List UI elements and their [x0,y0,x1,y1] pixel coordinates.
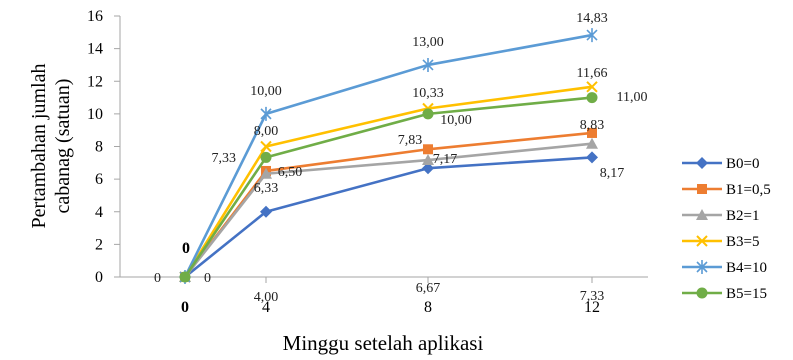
data-point-b1-0-5 [587,127,597,138]
data-point-b4-10 [260,106,272,121]
legend-marker [696,260,708,274]
data-point-b0-0 [422,162,434,175]
legend: B0=0 B1=0,5 B2=1 B3=5 B4=10 B5=15 [682,156,771,302]
legend-item-b4-10: B4=10 [682,260,767,276]
legend-item-b5-15: B5=15 [682,286,767,302]
x-tick-label: 12 [584,299,600,316]
y-axis-label-line: Pertambahan jumlah [28,64,50,229]
y-tick-label: 4 [95,204,103,221]
y-tick-label: 8 [95,139,103,156]
series-line-b3-5 [183,85,593,278]
data-label: 6,50 [278,165,303,180]
series-b0-0 [179,151,598,283]
data-labels: 0 4,00 6,67 7,33 0 6,50 7,83 8,83 6,33 7,17 8,17 8,… [154,11,647,305]
data-point-b5-15 [260,151,272,163]
series-line-b0-0 [184,156,593,279]
legend-label: B2=1 [726,208,759,224]
legend-marker [696,157,708,169]
data-label: 6,67 [416,281,441,296]
legend-label: B3=5 [726,234,759,250]
data-label: 10,00 [250,84,282,99]
series-b2-1 [179,137,598,282]
data-label: 8,83 [580,118,605,133]
y-tick-label: 16 [87,8,103,25]
origin-label: 0 [182,240,190,257]
data-point-b2-1 [260,167,272,179]
data-point-b0-0 [586,151,598,164]
series-b4-10 [179,28,598,284]
y-tick-label: 0 [95,269,103,286]
x-ticks: 0 4 8 12 [181,277,600,316]
data-label: 7,17 [433,152,458,167]
data-label: 8,17 [600,166,625,181]
x-axis-label: Minggu setelah aplikasi [283,331,484,355]
data-point-b5-15 [422,108,434,120]
y-tick-label: 10 [87,106,103,123]
legend-item-b0-0: B0=0 [682,156,759,172]
legend-label: B5=15 [726,286,767,302]
legend-item-b2-1: B2=1 [682,208,759,224]
data-point-b2-1 [422,154,434,166]
series-b3-5 [179,81,598,283]
legend-label: B0=0 [726,156,759,172]
data-label: 11,66 [577,66,608,81]
legend-label: B4=10 [726,260,767,276]
data-point-b5-15 [586,92,598,104]
y-tick-label: 2 [95,236,103,253]
data-label: 6,33 [254,181,279,196]
data-label: 11,00 [617,90,648,105]
x-tick-label: 8 [424,299,432,316]
data-label: 13,00 [412,35,444,50]
data-point-b5-15 [179,271,191,283]
data-point-b4-10 [422,57,434,72]
y-axis-label-line: cabanag (satuan) [52,79,74,214]
data-label: 0 [183,242,190,257]
data-label: 10,33 [412,86,444,101]
data-label: 7,33 [212,151,237,166]
data-point-b0-0 [260,205,272,218]
data-point-b1-0-5 [423,144,433,155]
y-tick-label: 6 [95,171,103,188]
series-line-b5-15 [183,96,593,278]
y-tick-label: 14 [87,41,103,58]
x-tick-label: 0 [181,299,189,316]
x-tick-label: 4 [262,299,270,316]
y-axis-label: Pertambahan jumlah cabanag (satuan) [28,64,74,229]
data-point-b2-1 [586,137,598,149]
series-line-b4-10 [183,33,593,278]
data-label: 7,33 [580,289,605,304]
data-point-b3-5 [586,81,598,93]
legend-marker [696,287,708,299]
series-line-b2-1 [183,142,593,278]
y-ticks: 0 2 4 6 8 10 12 14 16 [87,8,120,286]
series-b5-15 [179,92,598,283]
data-label: 0 [204,271,211,286]
y-tick-label: 12 [87,73,103,90]
data-label: 7,83 [398,133,423,148]
series-group [179,28,598,284]
legend-label: B1=0,5 [726,182,771,198]
legend-marker [697,184,707,194]
data-label: 0 [154,271,161,286]
data-point-b3-5 [260,140,272,153]
data-label: 14,83 [576,11,608,26]
data-label: 10,00 [440,113,472,128]
legend-marker [696,209,708,220]
data-label: 8,00 [254,124,279,139]
data-point-b4-10 [586,28,598,43]
legend-item-b1-0-5: B1=0,5 [682,182,771,198]
data-label: 4,00 [254,290,279,305]
legend-marker [696,235,708,247]
legend-item-b3-5: B3=5 [682,234,759,250]
